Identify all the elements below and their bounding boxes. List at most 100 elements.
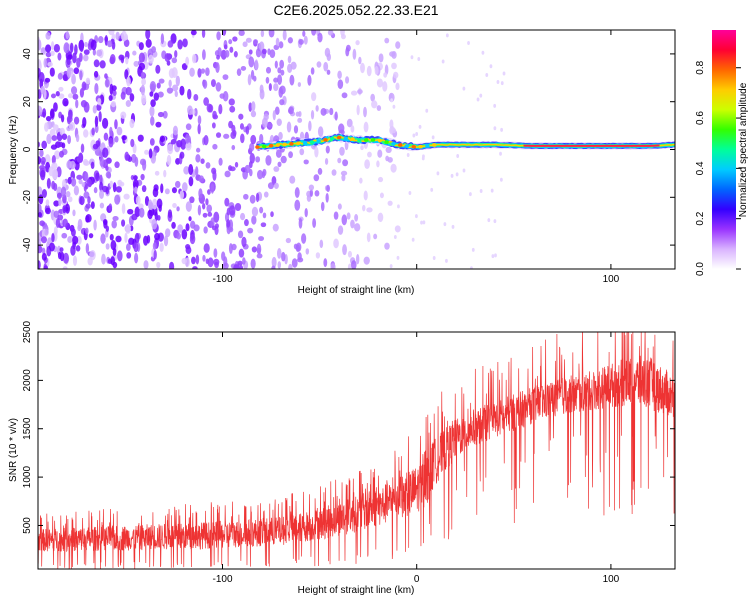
noise-blob — [152, 187, 159, 198]
noise-blob — [223, 133, 230, 139]
noise-blob — [307, 74, 312, 86]
noise-blob — [314, 190, 320, 197]
noise-blob — [59, 150, 65, 158]
noise-blob — [112, 216, 119, 222]
noise-blob — [278, 41, 284, 49]
noise-blob — [334, 111, 338, 121]
noise-blob — [179, 85, 185, 96]
noise-blob — [342, 244, 347, 256]
noise-blob — [59, 247, 64, 253]
noise-blob — [168, 68, 175, 79]
noise-blob — [211, 225, 217, 231]
noise-blob — [71, 73, 76, 85]
noise-blob — [395, 82, 400, 91]
noise-blob — [61, 179, 67, 189]
noise-blob — [105, 171, 111, 179]
noise-blob — [268, 83, 272, 91]
noise-blob — [215, 62, 220, 73]
noise-blob — [121, 135, 127, 141]
ridge-spot — [370, 138, 376, 142]
noise-blob — [189, 233, 196, 245]
noise-blob — [76, 174, 83, 180]
figure-title: C2E6.2025.052.22.33.E21 — [273, 2, 438, 18]
noise-blob — [341, 92, 348, 99]
noise-blob — [228, 243, 233, 254]
noise-blob — [195, 154, 201, 163]
noise-blob — [234, 161, 239, 168]
noise-blob — [150, 116, 155, 126]
noise-blob — [55, 91, 60, 97]
noise-blob — [69, 42, 74, 53]
y-tick-label: 1500 — [22, 417, 33, 440]
noise-blob — [93, 70, 99, 78]
noise-blob — [462, 168, 466, 173]
noise-blob — [197, 115, 202, 125]
noise-blob — [493, 103, 497, 108]
noise-blob — [109, 233, 114, 241]
noise-blob — [83, 101, 90, 113]
noise-blob — [436, 171, 440, 176]
ridge-spot — [418, 144, 423, 149]
noise-blob — [200, 68, 206, 74]
noise-blob — [169, 261, 175, 269]
noise-blob — [202, 79, 208, 89]
noise-blob — [137, 134, 144, 142]
noise-blob — [389, 264, 393, 269]
noise-blob — [99, 157, 105, 167]
noise-blob — [85, 243, 90, 254]
noise-blob — [337, 225, 344, 235]
noise-blob — [267, 182, 274, 190]
noise-blob — [145, 30, 151, 40]
noise-blob — [117, 250, 123, 262]
noise-blob — [241, 236, 247, 248]
noise-blob — [240, 212, 246, 221]
colorbar-tick-label: 0.8 — [695, 60, 706, 74]
noise-blob — [94, 82, 99, 95]
noise-blob — [376, 105, 382, 112]
noise-blob — [85, 203, 91, 209]
noise-blob — [431, 135, 435, 140]
noise-blob — [244, 219, 249, 227]
noise-blob — [76, 156, 83, 163]
noise-blob — [338, 123, 345, 134]
ridge-spot — [377, 138, 383, 143]
noise-blob — [126, 76, 131, 87]
noise-blob — [133, 175, 138, 181]
y-tick-label: 2000 — [22, 369, 33, 392]
noise-blob — [340, 30, 345, 37]
noise-blob — [38, 156, 42, 165]
x-tick-label: -100 — [212, 274, 232, 285]
noise-blob — [371, 100, 378, 109]
noise-blob — [289, 175, 296, 184]
colorbar-tick-label: 0.0 — [695, 262, 706, 276]
noise-blob — [487, 218, 491, 223]
noise-blob — [357, 89, 363, 95]
noise-blob — [75, 245, 81, 252]
noise-blob — [104, 73, 108, 79]
noise-blob — [301, 233, 307, 244]
noise-blob — [329, 107, 334, 116]
noise-blob — [228, 39, 233, 45]
noise-blob — [208, 104, 214, 113]
noise-blob — [254, 59, 259, 71]
noise-blob — [58, 86, 64, 92]
noise-blob — [144, 195, 150, 207]
noise-blob — [389, 127, 397, 134]
noise-blob — [187, 105, 193, 116]
noise-blob — [341, 214, 348, 226]
noise-blob — [121, 219, 126, 227]
noise-blob — [255, 156, 261, 163]
noise-blob — [104, 78, 110, 88]
noise-blob — [390, 98, 394, 103]
noise-blob — [441, 59, 445, 64]
noise-blob — [273, 77, 279, 83]
noise-blob — [85, 215, 90, 223]
noise-blob — [73, 67, 80, 75]
noise-blob — [189, 196, 195, 204]
noise-blob — [164, 52, 171, 63]
noise-blob — [382, 81, 388, 92]
noise-blob — [41, 160, 46, 166]
noise-blob — [47, 61, 53, 67]
noise-blob — [167, 143, 174, 155]
noise-blob — [493, 219, 497, 224]
